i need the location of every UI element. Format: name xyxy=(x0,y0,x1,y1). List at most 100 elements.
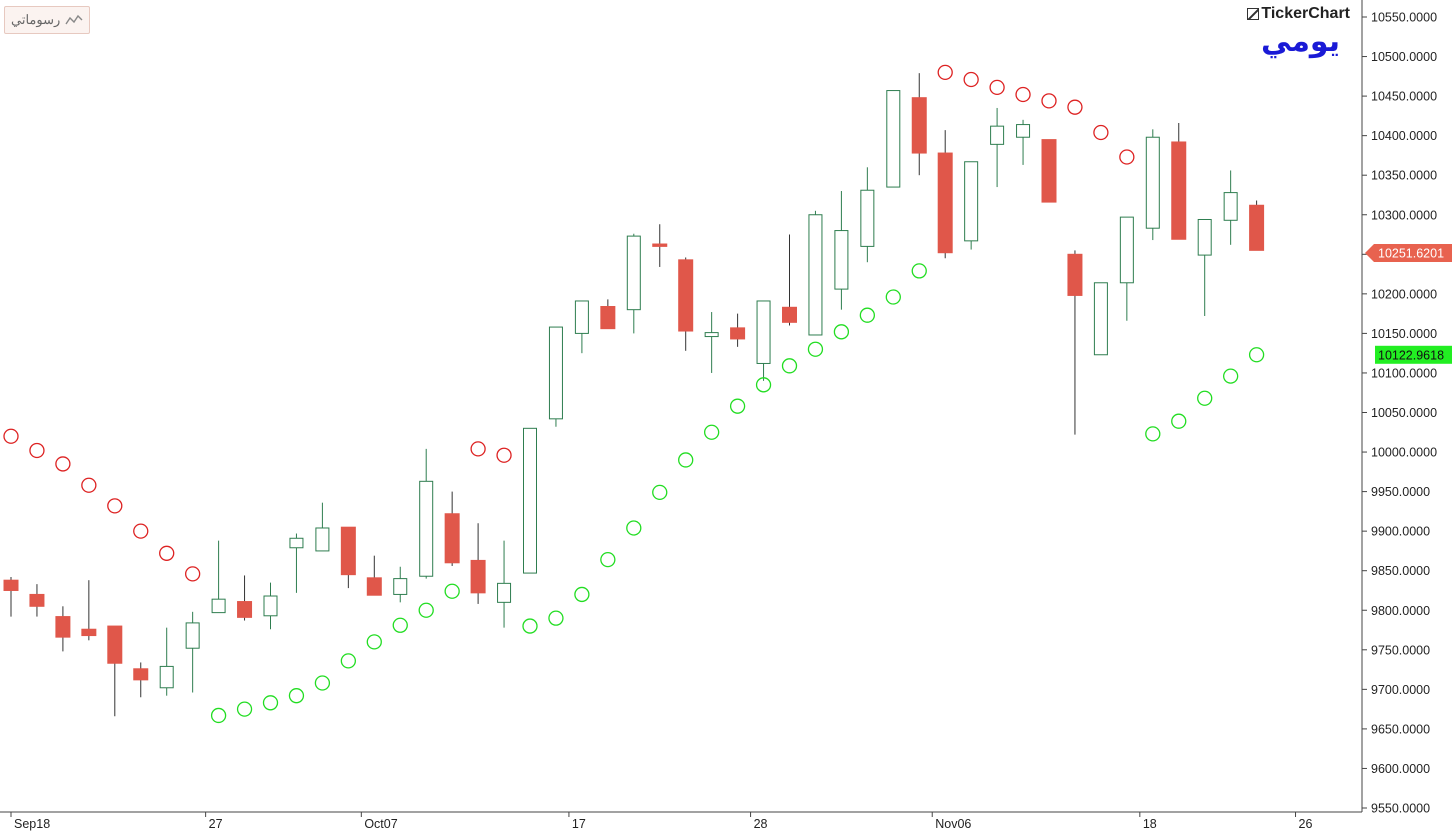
y-tick-label: 9600.0000 xyxy=(1371,762,1430,776)
candle-body-up xyxy=(315,527,330,552)
candle-body-down xyxy=(3,579,19,591)
candle-body-down xyxy=(340,526,356,576)
sar-dot-down xyxy=(3,428,19,444)
x-tick-label: 28 xyxy=(754,817,768,831)
sar-dot-down xyxy=(1015,86,1031,103)
candle-body-up xyxy=(1093,282,1108,356)
candle-body-up xyxy=(1119,216,1134,284)
sar-dot-down xyxy=(937,64,953,81)
sar-dot-up xyxy=(340,653,357,669)
sar-dot-up xyxy=(600,551,616,568)
sar-dot-down xyxy=(1119,149,1135,165)
x-tick-label: 27 xyxy=(209,817,223,831)
sar-dot-down xyxy=(963,71,979,88)
candle-body-up xyxy=(1145,136,1160,229)
y-tick-label: 10550.0000 xyxy=(1371,11,1437,25)
candle-body-down xyxy=(600,306,616,330)
y-tick-label: 10050.0000 xyxy=(1371,406,1437,420)
sar-dot-down xyxy=(133,523,149,539)
candle-body-down xyxy=(1171,141,1187,240)
sar-dot-up xyxy=(444,583,460,599)
candle-body-down xyxy=(470,559,486,594)
x-tick-label: Oct07 xyxy=(364,817,397,831)
chart-type-label: رسوماتي xyxy=(11,12,61,27)
y-tick-label: 9700.0000 xyxy=(1371,683,1430,697)
sar-last-label: 10122.9618 xyxy=(1378,348,1444,362)
x-tick-label: Nov06 xyxy=(935,817,971,831)
brand-name: TickerChart xyxy=(1261,5,1350,22)
sar-last-marker xyxy=(1375,345,1452,364)
candle-body-up xyxy=(574,300,589,334)
sar-dot-down xyxy=(470,441,486,457)
sar-dot-up xyxy=(704,424,720,440)
candle-body-down xyxy=(937,152,953,254)
x-tick-label: Sep18 xyxy=(14,817,50,831)
last-price-marker xyxy=(1365,244,1452,263)
y-tick-label: 10150.0000 xyxy=(1371,327,1437,341)
candle-body-up xyxy=(523,427,537,574)
sar-dot-up xyxy=(574,586,590,603)
candle-body-down xyxy=(678,259,694,332)
candle-body-down xyxy=(911,97,927,154)
line-chart-icon xyxy=(65,14,83,25)
sar-dot-up xyxy=(911,263,927,279)
candle-body-up xyxy=(964,161,979,242)
candle-body-up xyxy=(497,582,512,603)
candle-body-up xyxy=(808,214,823,336)
candle-body-up xyxy=(990,125,1005,145)
chart-type-button[interactable]: رسوماتي xyxy=(4,6,91,34)
sar-dot-up xyxy=(1223,368,1239,384)
sar-dot-up xyxy=(1248,347,1265,363)
y-tick-label: 9650.0000 xyxy=(1371,722,1430,736)
candle-body-up xyxy=(704,332,719,338)
candle-body-up xyxy=(289,537,304,549)
x-tick-label: 18 xyxy=(1143,817,1157,831)
y-tick-label: 9800.0000 xyxy=(1371,604,1430,618)
sar-dot-down xyxy=(1041,93,1057,109)
sar-dot-up xyxy=(210,707,227,724)
brand-logo: TickerChart xyxy=(1247,5,1350,23)
period-label: يومي xyxy=(1261,24,1340,59)
y-tick-label: 9550.0000 xyxy=(1371,802,1430,816)
sar-dot-up xyxy=(807,341,824,357)
candle-body-up xyxy=(626,235,641,311)
sar-dot-up xyxy=(781,358,798,374)
candle-body-down xyxy=(1067,253,1083,296)
y-tick-label: 9900.0000 xyxy=(1371,525,1430,539)
candle-body-down xyxy=(29,593,45,607)
candle-body-down xyxy=(730,327,746,340)
sar-dot-down xyxy=(107,498,123,514)
y-tick-label: 9950.0000 xyxy=(1371,485,1430,499)
y-tick-label: 10000.0000 xyxy=(1371,446,1437,460)
y-tick-label: 10500.0000 xyxy=(1371,50,1437,64)
sar-dot-down xyxy=(1067,99,1083,115)
sar-dot-down xyxy=(989,79,1005,96)
y-tick-label: 10300.0000 xyxy=(1371,208,1437,222)
candle-body-up xyxy=(886,90,901,188)
sar-dot-down xyxy=(159,545,175,561)
sar-dot-down xyxy=(81,477,97,493)
brand-icon xyxy=(1247,8,1260,20)
sar-dot-up xyxy=(755,377,772,393)
sar-dot-up xyxy=(314,675,331,691)
y-tick-label: 10200.0000 xyxy=(1371,287,1437,301)
candle-body-up xyxy=(211,598,226,614)
sar-dot-up xyxy=(678,452,694,468)
sar-dot-up xyxy=(1145,426,1161,442)
candle-body-down xyxy=(652,243,668,247)
candle-body-down xyxy=(55,616,71,638)
candle-body-up xyxy=(1016,124,1031,138)
sar-dot-up xyxy=(859,307,875,323)
sar-dot-down xyxy=(29,442,45,459)
candle-body-down xyxy=(1249,204,1265,251)
sar-dot-up xyxy=(522,618,538,634)
sar-dot-up xyxy=(548,610,564,626)
sar-dot-up xyxy=(652,484,668,501)
candle-body-down xyxy=(782,306,797,323)
candle-body-up xyxy=(185,622,200,649)
candle-body-up xyxy=(548,326,563,420)
sar-dot-up xyxy=(833,324,850,340)
candle-body-up xyxy=(1223,192,1238,221)
sar-dot-up xyxy=(262,695,279,711)
